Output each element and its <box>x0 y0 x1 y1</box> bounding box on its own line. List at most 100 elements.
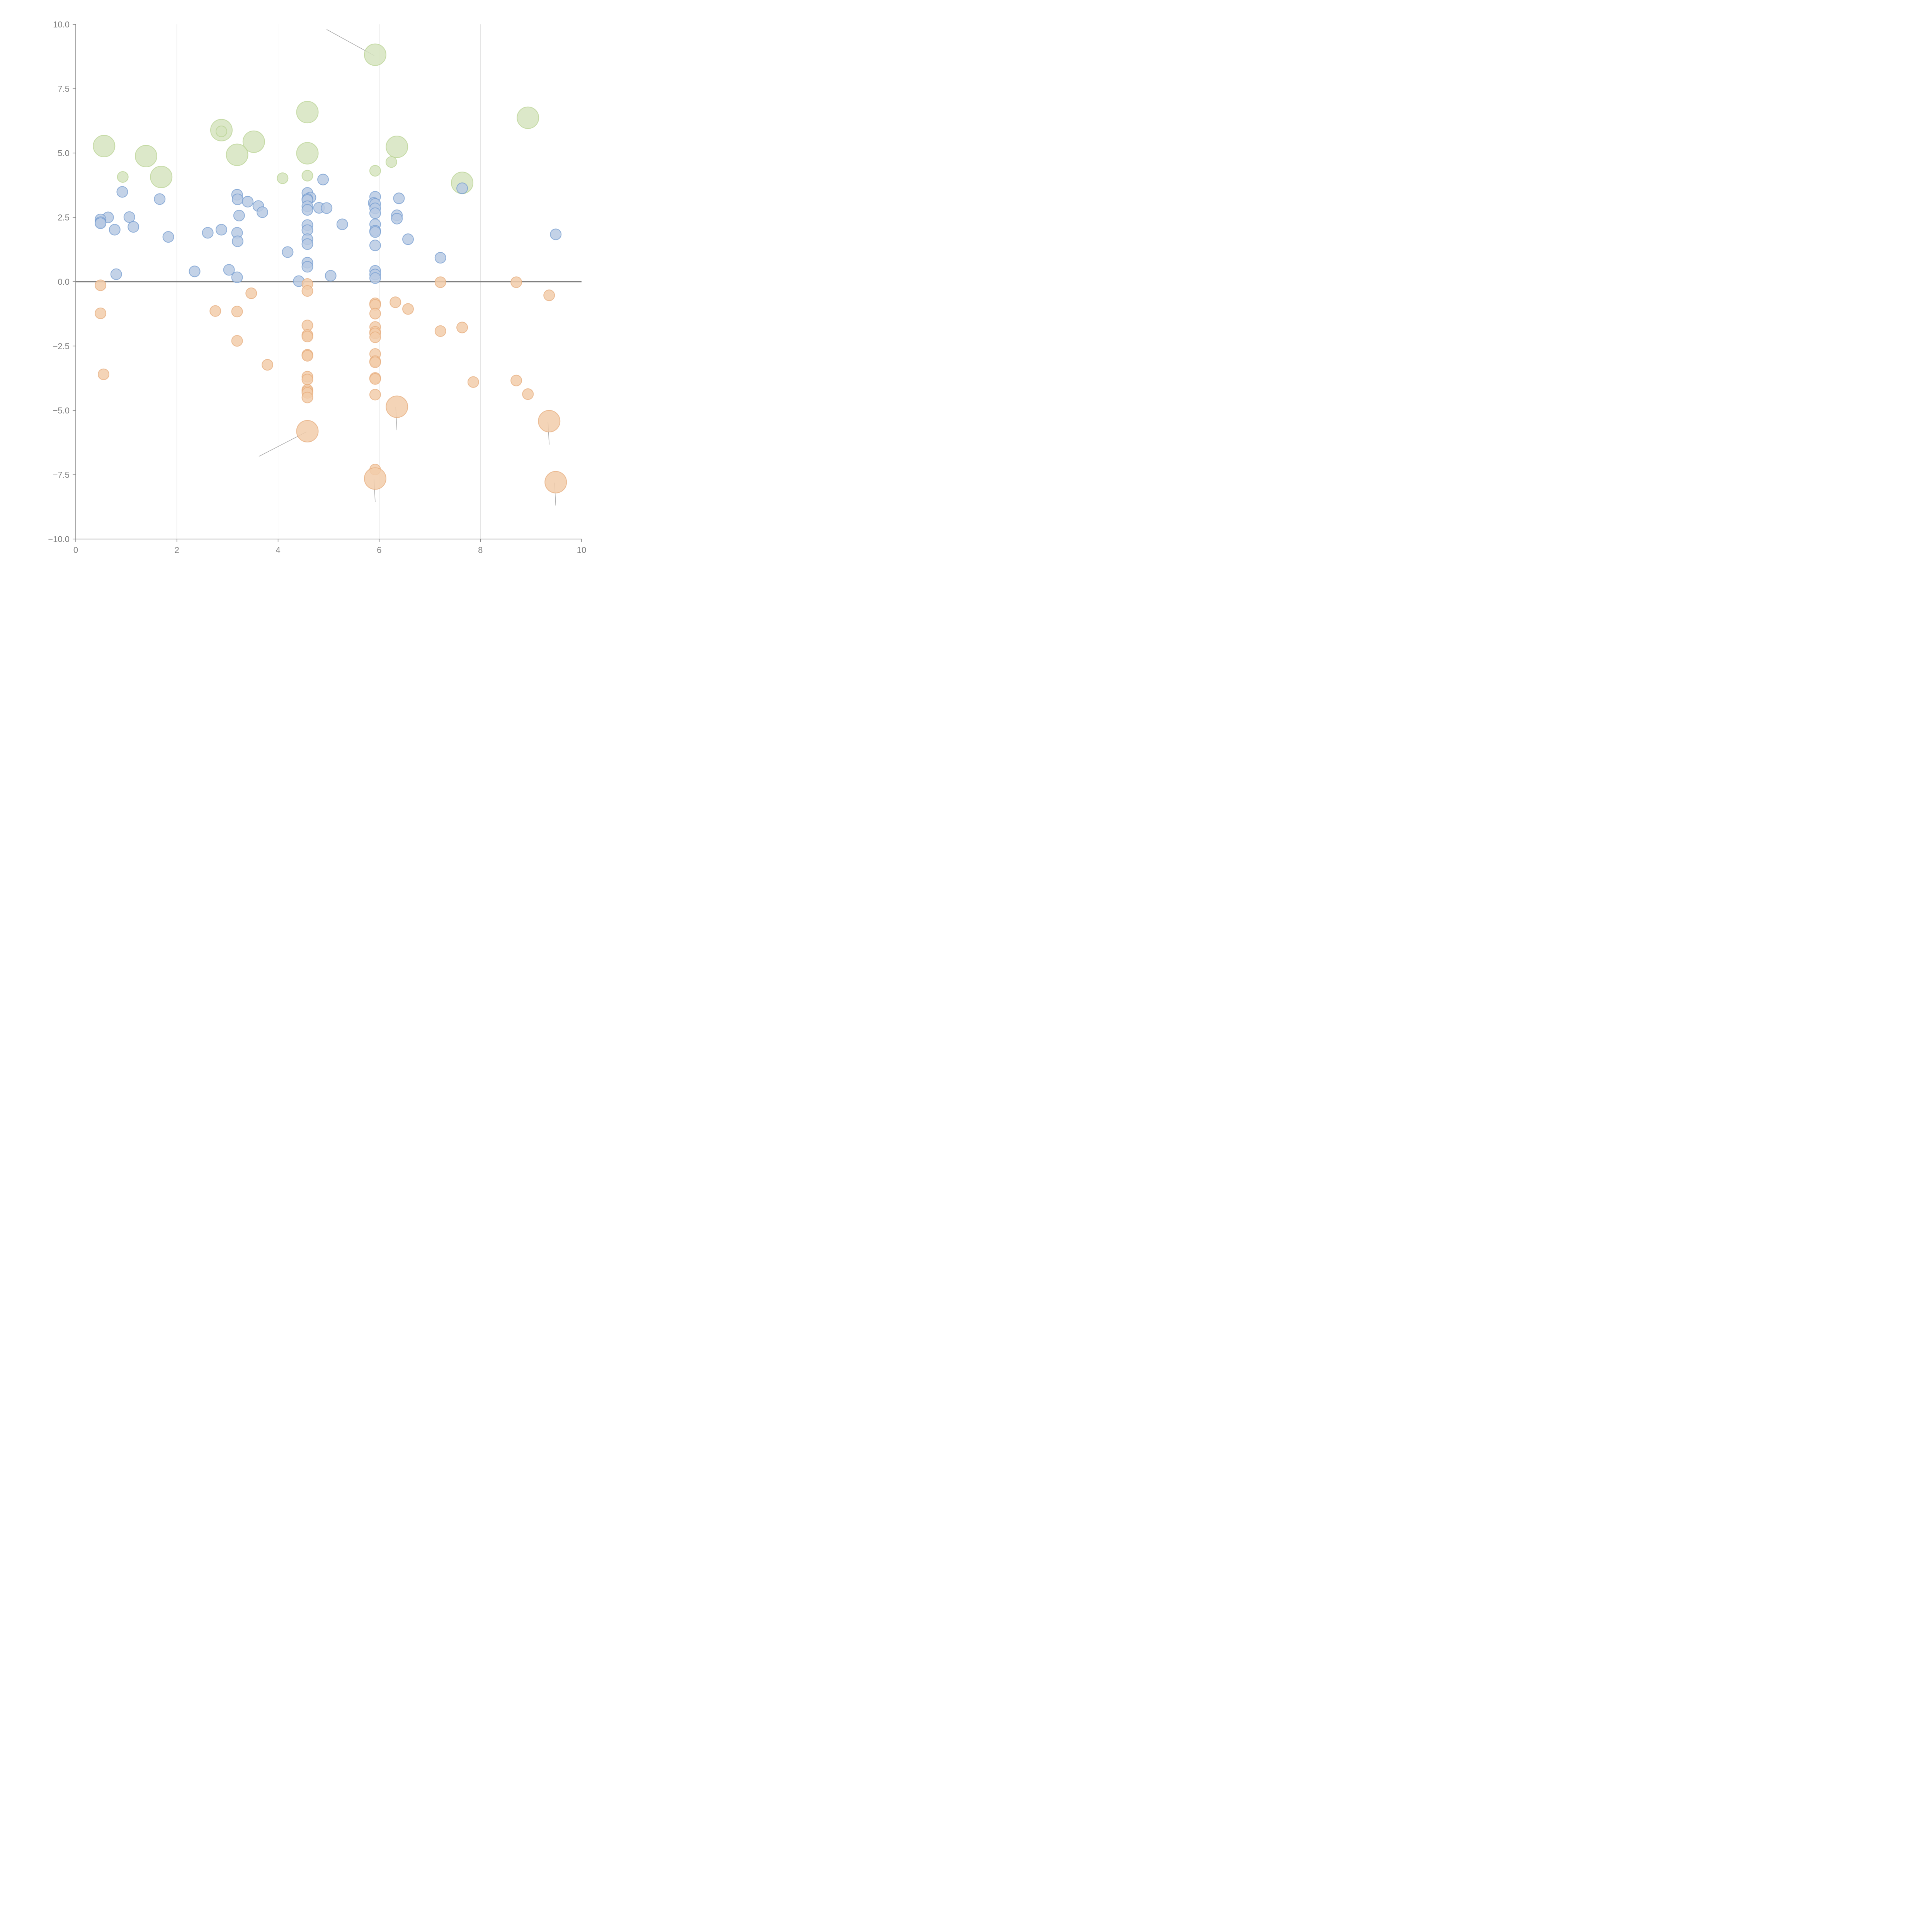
bubble-blue <box>369 207 381 219</box>
y-tick-label: −5.0 <box>53 406 70 415</box>
bubble-orange <box>231 306 243 318</box>
bubble-orange <box>95 279 107 291</box>
bubble-orange <box>538 410 561 432</box>
x-tick-label: 8 <box>478 545 483 555</box>
bubble-blue <box>242 196 254 207</box>
bubble-orange <box>434 325 446 337</box>
bubble-orange <box>301 350 313 362</box>
bubble-green <box>134 145 157 167</box>
bubble-orange <box>467 376 479 388</box>
bubble-chart: 0 2 4 6 8 10 10.0 7.5 5.0 2.5 0.0 −2.5 −5.0 −7.5 −10.… <box>0 0 606 606</box>
bubble-green <box>364 43 386 66</box>
bubble-orange <box>95 307 107 319</box>
x-tick-label: 6 <box>377 545 381 555</box>
bubble-blue <box>282 246 294 258</box>
y-tick-label: −7.5 <box>53 470 70 480</box>
bubble-green <box>242 130 265 153</box>
bubble-orange <box>301 391 313 403</box>
x-tick-label: 2 <box>175 545 179 555</box>
x-tick-label: 0 <box>73 545 78 555</box>
bubble-orange <box>245 287 257 299</box>
bubble-orange <box>364 467 386 490</box>
bubble-orange <box>301 330 313 342</box>
bubble-blue <box>233 209 245 221</box>
bubble-blue <box>325 270 337 282</box>
bubble-blue <box>369 226 381 238</box>
bubble-green <box>226 143 248 166</box>
chart-svg: 0 2 4 6 8 10 10.0 7.5 5.0 2.5 0.0 −2.5 −5.0 −7.5 −10.… <box>48 20 586 555</box>
x-tick-label: 10 <box>577 545 586 555</box>
y-tick-label: 7.5 <box>58 84 70 94</box>
bubble-orange <box>510 374 522 386</box>
y-tick-label: 10.0 <box>53 20 70 29</box>
bubbles <box>93 43 567 493</box>
bubble-green <box>296 101 319 124</box>
bubble-green <box>369 165 381 177</box>
bubble-blue <box>110 268 122 280</box>
bubble-orange <box>434 276 446 288</box>
bubble-blue <box>128 221 139 233</box>
bubble-blue <box>154 193 166 205</box>
bubble-blue <box>317 173 329 185</box>
bubble-blue <box>321 202 333 214</box>
bubble-blue <box>336 218 348 230</box>
bubble-blue <box>301 261 313 273</box>
bubble-orange <box>456 321 468 333</box>
bubble-orange <box>544 471 567 493</box>
bubble-orange <box>510 276 522 288</box>
bubble-green <box>301 170 313 182</box>
bubble-orange <box>369 389 381 401</box>
bubble-orange <box>369 308 381 320</box>
bubble-orange <box>369 356 381 368</box>
y-tick-label: 0.0 <box>58 277 70 287</box>
bubble-blue <box>393 192 405 204</box>
y-tick-label: −2.5 <box>53 342 70 351</box>
bubble-blue <box>116 186 128 198</box>
bubble-orange <box>301 285 313 297</box>
bubble-green <box>386 136 408 158</box>
bubble-orange <box>97 368 109 380</box>
y-axis-ticks: 10.0 7.5 5.0 2.5 0.0 −2.5 −5.0 −7.5 −10.0 <box>48 20 76 544</box>
bubble-blue <box>123 211 135 223</box>
bubble-green <box>296 142 319 165</box>
bubble-blue <box>231 193 243 205</box>
bubble-blue <box>369 272 381 284</box>
bubble-blue <box>215 224 227 236</box>
bubble-orange <box>209 305 221 317</box>
bubble-blue <box>162 231 174 243</box>
bubble-green <box>277 172 289 184</box>
bubble-orange <box>386 395 408 418</box>
bubble-blue <box>434 252 446 264</box>
bubble-blue <box>189 265 201 277</box>
bubble-green <box>215 126 227 138</box>
bubble-orange <box>262 359 274 371</box>
y-tick-label: 2.5 <box>58 213 70 223</box>
bubble-blue <box>301 238 313 250</box>
bubble-orange <box>301 374 313 386</box>
bubble-blue <box>95 217 107 229</box>
bubble-blue <box>231 235 243 247</box>
bubble-green <box>93 135 116 158</box>
bubble-blue <box>223 264 235 276</box>
bubble-green <box>150 165 173 188</box>
bubble-blue <box>301 204 313 216</box>
bubble-orange <box>369 331 381 343</box>
bubble-blue <box>369 240 381 252</box>
bubble-blue <box>391 213 403 224</box>
bubble-orange <box>231 335 243 347</box>
bubble-green <box>517 106 539 129</box>
bubble-blue <box>109 224 121 236</box>
x-tick-label: 4 <box>276 545 280 555</box>
bubble-green <box>117 171 129 183</box>
bubble-orange <box>296 420 319 442</box>
bubble-green <box>385 156 397 168</box>
bubble-blue <box>550 228 562 240</box>
x-axis-ticks: 0 2 4 6 8 10 <box>73 539 586 555</box>
bubble-blue <box>231 271 243 283</box>
bubble-orange <box>402 303 414 315</box>
bubble-orange <box>522 388 534 400</box>
bubble-blue <box>402 233 414 245</box>
bubble-orange <box>389 296 401 308</box>
bubble-blue <box>257 206 269 218</box>
bubble-orange <box>369 373 381 385</box>
